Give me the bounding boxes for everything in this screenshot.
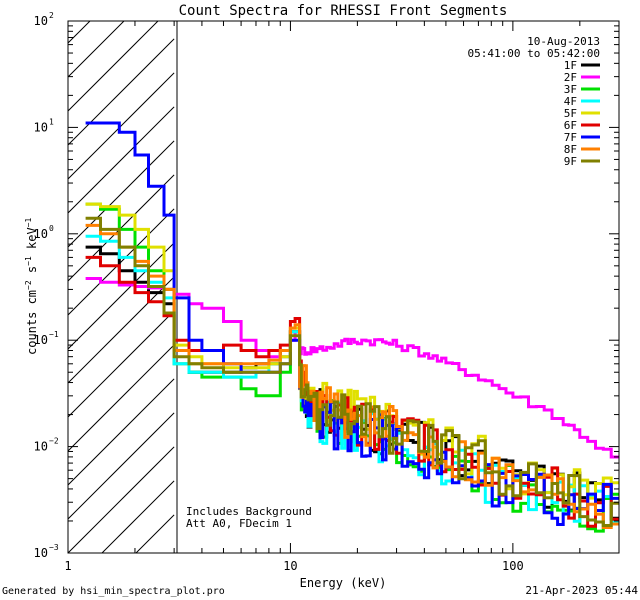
hatch-line [68, 106, 175, 214]
legend-label-9F: 9F [564, 155, 577, 168]
hatch-line [68, 72, 175, 180]
generated-by-footer: Generated by hsi_min_spectra_plot.pro [2, 586, 225, 597]
hatch-line [68, 21, 125, 78]
y-tick-label: 10 [34, 333, 48, 347]
hatch-line [68, 276, 175, 384]
hatch-line [68, 310, 175, 418]
legend-label-3F: 3F [564, 83, 577, 96]
chart-title: Count Spectra for RHESSI Front Segments [179, 3, 508, 19]
timestamp-footer: 21-Apr-2023 05:44 [525, 584, 638, 597]
hatch-line [101, 480, 175, 553]
series-layer [85, 121, 619, 533]
series-8F [85, 223, 619, 529]
series-9F [85, 216, 619, 527]
legend-label-8F: 8F [564, 143, 577, 156]
date-label: 10-Aug-2013 [527, 35, 600, 48]
x-tick-label: 10 [283, 559, 297, 573]
y-axis-label: counts cm−2 s−1 keV−1 [24, 218, 39, 355]
hatch-line [135, 514, 175, 553]
y-tick-label: 10 [34, 546, 48, 560]
series-5F [85, 202, 619, 500]
legend-label-7F: 7F [564, 131, 577, 144]
y-tick-label: 10 [34, 120, 48, 134]
x-axis-label: Energy (keV) [300, 576, 387, 590]
hatch-line [68, 21, 91, 44]
y-tick-exponent: 1 [49, 117, 54, 126]
legend-label-6F: 6F [564, 119, 577, 132]
hatch-line [68, 0, 174, 9]
hatch-line [68, 21, 159, 112]
series-3F [85, 202, 619, 533]
series-7F [85, 121, 619, 526]
axis-ticks [67, 20, 620, 554]
y-tick-exponent: 0 [49, 224, 54, 233]
legend-label-2F: 2F [564, 71, 577, 84]
hatch-line [68, 412, 175, 520]
y-tick-exponent: −3 [49, 543, 59, 552]
x-tick-label: 1 [64, 559, 71, 573]
attenuator-note: Att A0, FDecim 1 [186, 517, 292, 530]
x-tick-labels: 1 10 100 [64, 559, 523, 573]
hatch-line [68, 38, 175, 146]
excluded-energy-hatch [68, 0, 175, 553]
legend-label-5F: 5F [564, 107, 577, 120]
x-tick-label: 100 [502, 559, 524, 573]
y-tick-exponent: −2 [49, 437, 59, 446]
y-tick-label: 10 [34, 440, 48, 454]
legend-label-4F: 4F [564, 95, 577, 108]
y-tick-exponent: −1 [49, 330, 59, 339]
hatch-line [68, 140, 175, 248]
time-range-label: 05:41:00 to 05:42:00 [468, 47, 600, 60]
background-note: Includes Background [186, 505, 312, 518]
y-tick-label: 10 [34, 14, 48, 28]
hatch-line [68, 446, 175, 553]
hatch-line [68, 344, 175, 452]
hatch-line [68, 208, 175, 316]
y-tick-exponent: 2 [49, 11, 54, 20]
y-tick-label: 10 [34, 227, 48, 241]
hatch-line [68, 242, 175, 350]
plot-frame [67, 20, 620, 554]
series-4F [85, 234, 619, 523]
hatch-line [68, 378, 175, 486]
legend-label-1F: 1F [564, 59, 577, 72]
